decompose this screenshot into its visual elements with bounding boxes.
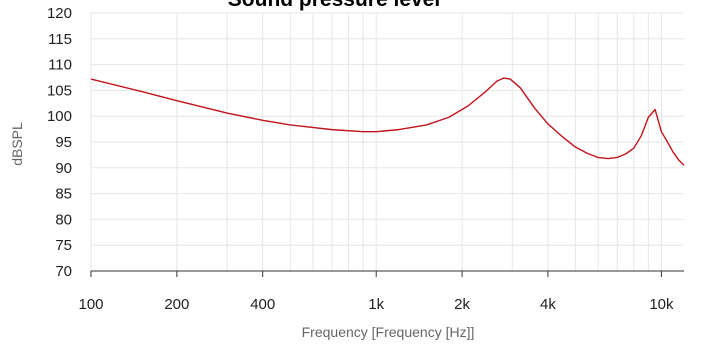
x-axis-label: Frequency [Frequency [Hz]]: [302, 324, 475, 340]
y-tick-label: 110: [48, 57, 72, 74]
chart-title: Sound pressure level: [228, 0, 440, 11]
series-group: [90, 77, 685, 166]
y-tick-label: 85: [55, 186, 72, 203]
y-axis-ticks: 70 75 80 85 90 95 100 105 110 115 120: [47, 5, 72, 280]
x-tick-label: 1k: [368, 296, 384, 313]
x-tick-label: 10k: [649, 296, 674, 313]
x-tick-label: 2k: [454, 296, 470, 313]
x-axis-ticks: 100 200 400 1k 2k 4k 10k: [78, 271, 674, 313]
y-tick-label: 100: [47, 108, 72, 125]
x-tick-label: 100: [78, 296, 103, 313]
x-tick-label: 400: [250, 296, 275, 313]
y-tick-label: 80: [55, 211, 72, 228]
y-tick-label: 115: [48, 31, 72, 48]
y-tick-label: 90: [55, 160, 72, 177]
y-tick-label: 95: [55, 134, 72, 151]
y-tick-label: 75: [55, 237, 72, 254]
x-tick-label: 4k: [540, 296, 556, 313]
y-axis-label: dBSPL: [9, 122, 25, 166]
y-tick-label: 120: [47, 5, 72, 22]
series-line-0: [90, 77, 685, 166]
y-tick-label: 70: [55, 263, 72, 280]
y-tick-label: 105: [47, 82, 72, 99]
x-tick-label: 200: [164, 296, 189, 313]
y-gridlines: [91, 12, 684, 272]
